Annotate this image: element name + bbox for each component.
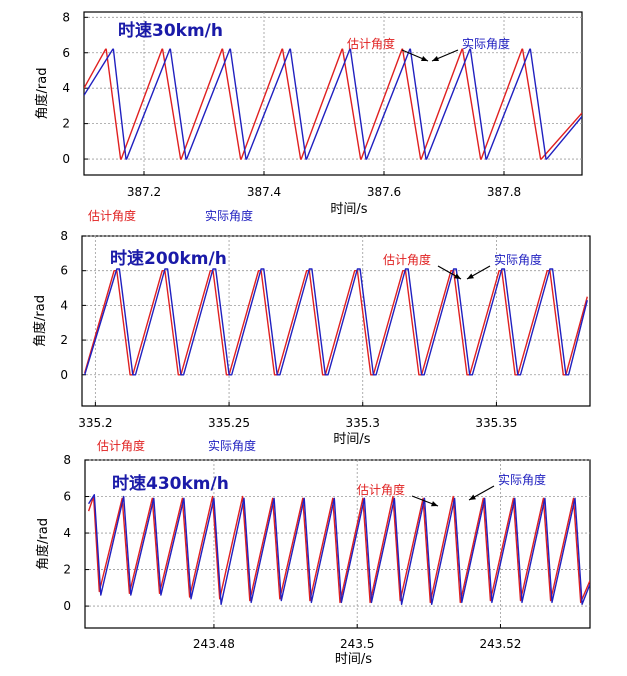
- x-tick-label: 335.2: [78, 416, 112, 430]
- series-actual-line: [88, 494, 590, 605]
- y-tick-label: 4: [60, 298, 68, 312]
- chart-title: 时速430km/h: [112, 473, 229, 494]
- y-tick-label: 2: [62, 117, 70, 131]
- x-tick-label: 387.2: [127, 185, 161, 199]
- y-tick-label: 6: [62, 46, 70, 60]
- legend-estimated: 估计角度: [88, 208, 136, 223]
- y-axis-label: 角度/rad: [35, 518, 51, 570]
- annotation-estimated: 估计角度: [383, 252, 431, 267]
- annotation-actual: 实际角度: [498, 472, 546, 487]
- arrow-estimated-head: [431, 501, 438, 507]
- x-tick-label: 243.48: [193, 637, 235, 651]
- x-tick-label: 335.35: [475, 416, 517, 430]
- y-tick-label: 8: [63, 453, 71, 467]
- series-actual-line: [84, 48, 582, 160]
- chart-title: 时速200km/h: [110, 248, 227, 269]
- y-tick-label: 8: [62, 10, 70, 24]
- series-estimated-line: [87, 495, 590, 604]
- y-tick-label: 6: [60, 264, 68, 278]
- chart-title: 时速30km/h: [118, 20, 223, 41]
- chart-panel-1: 0 2 4 6 8 387.2 387.4 387.6 387.8 时速30km/h 角度/rad 时…: [34, 10, 583, 223]
- y-tick-label: 8: [60, 229, 68, 243]
- arrow-estimated-head: [454, 273, 461, 279]
- arrow-estimated-head: [421, 55, 428, 61]
- y-tick-label: 0: [60, 368, 68, 382]
- series-estimated-line: [84, 48, 582, 160]
- y-tick-label: 4: [62, 81, 70, 95]
- y-tick-label: 0: [62, 152, 70, 166]
- x-tick-label: 387.4: [247, 185, 281, 199]
- y-tick-label: 2: [63, 563, 71, 577]
- annotation-actual: 实际角度: [494, 252, 542, 267]
- legend-estimated: 估计角度: [97, 438, 145, 453]
- x-tick-label: 387.8: [487, 185, 521, 199]
- legend-actual: 实际角度: [205, 208, 253, 223]
- series-estimated-line: [84, 270, 588, 376]
- x-tick-label: 335.25: [208, 416, 250, 430]
- x-axis-label: 时间/s: [333, 432, 370, 447]
- annotation-estimated: 估计角度: [357, 482, 405, 497]
- arrow-actual-head: [432, 55, 439, 61]
- x-tick-label: 335.3: [346, 416, 380, 430]
- series-actual-line: [84, 268, 588, 376]
- x-tick-label: 243.5: [340, 637, 374, 651]
- chart-panel-3: 0 2 4 6 8 243.48 243.5 243.52 时速430km/h 角度/rad 时间/…: [35, 453, 591, 667]
- legend-actual: 实际角度: [208, 438, 256, 453]
- y-axis-label: 角度/rad: [34, 68, 50, 120]
- y-tick-label: 2: [60, 333, 68, 347]
- arrow-actual-head: [469, 494, 476, 500]
- annotation-actual: 实际角度: [462, 36, 510, 51]
- x-tick-label: 387.6: [367, 185, 401, 199]
- x-axis-label: 时间/s: [335, 652, 372, 667]
- chart-panel-2: 0 2 4 6 8 335.2 335.25 335.3 335.35 时速200km/h 角度/r…: [32, 229, 591, 453]
- annotation-estimated: 估计角度: [347, 36, 395, 51]
- arrow-actual-head: [467, 273, 474, 279]
- y-tick-label: 0: [63, 599, 71, 613]
- y-tick-label: 6: [63, 490, 71, 504]
- y-tick-label: 4: [63, 526, 71, 540]
- x-tick-label: 243.52: [479, 637, 521, 651]
- y-axis-label: 角度/rad: [32, 295, 48, 347]
- x-axis-label: 时间/s: [330, 202, 367, 217]
- plot-frame: [81, 235, 591, 407]
